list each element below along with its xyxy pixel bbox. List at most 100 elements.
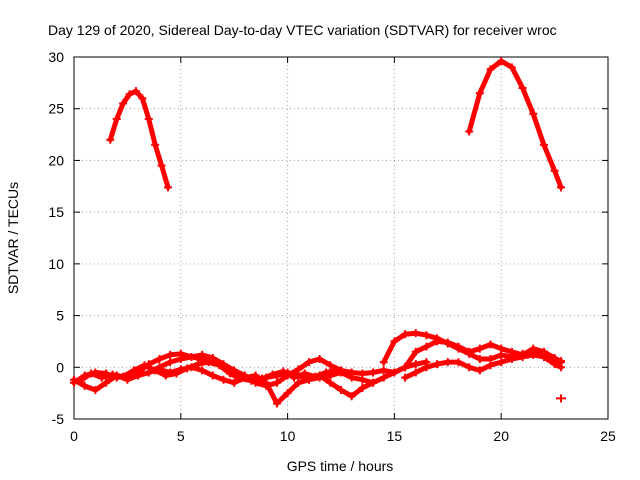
y-tick-label: 25 [48,101,64,117]
y-axis-ticks: -5 0 5 10 15 20 25 30 [48,49,608,427]
data-point [157,161,166,170]
data-point [507,63,516,72]
data-point [518,352,527,361]
data-point [379,366,388,375]
data-point [529,109,538,118]
data-point [454,342,463,351]
data-point [272,399,281,408]
x-axis-ticks: 0 5 10 15 20 25 [70,57,616,444]
data-point [497,358,506,367]
data-point [557,183,566,192]
data-point [283,389,292,398]
data-point [422,363,431,372]
data-point [369,368,378,377]
data-point [411,329,420,338]
data-point [219,375,228,384]
series-arc-evening-high [465,57,566,192]
series-line [402,352,564,381]
data-point [343,369,352,378]
data-point [279,367,288,376]
data-point [315,355,324,364]
data-point [475,344,484,353]
data-point [163,183,172,192]
y-tick-label: 20 [48,152,64,168]
series-track-f [401,350,566,382]
y-tick-label: 5 [56,308,64,324]
data-point [358,375,367,384]
data-point [326,361,335,370]
data-point [550,166,559,175]
data-point [486,361,495,370]
data-point [401,373,410,382]
data-point [108,370,117,379]
data-point [347,392,356,401]
data-point [119,372,128,381]
data-point [225,369,234,378]
data-point [91,386,100,395]
data-point [125,90,134,99]
x-tick-label: 0 [70,428,78,444]
data-point [465,363,474,372]
data-point [539,352,548,361]
data-point [332,366,341,375]
data-point [358,383,367,392]
data-point [176,355,185,364]
x-tick-label: 10 [280,428,296,444]
data-point [76,376,85,385]
data-point [129,366,138,375]
data-point [151,366,160,375]
data-point [208,371,217,380]
data-point [401,363,410,372]
data-point [140,361,149,370]
data-point [475,355,484,364]
data-point [134,371,143,380]
series-arc-morning-high [106,87,172,192]
grid-lines [74,57,608,419]
data-point [230,378,239,387]
data-point [97,373,106,382]
data-point [454,358,463,367]
data-point [443,358,452,367]
series-line [107,88,171,190]
data-point [193,360,202,369]
data-point [268,370,277,379]
data-point [411,360,420,369]
data-point [198,350,207,359]
series-line [466,58,564,190]
data-point [475,366,484,375]
data-point [507,355,516,364]
data-point [198,366,207,375]
data-point [539,140,548,149]
x-tick-label: 25 [600,428,616,444]
data-point [87,369,96,378]
data-point [369,378,378,387]
y-tick-label: 0 [56,359,64,375]
data-point [433,360,442,369]
data-point [166,350,175,359]
data-point [486,65,495,74]
data-point [322,368,331,377]
data-point [557,363,566,372]
data-point [161,371,170,380]
data-point [236,374,245,383]
data-point [347,373,356,382]
data-point [379,358,388,367]
data-point [80,381,89,390]
x-tick-label: 15 [387,428,403,444]
data-point [187,352,196,361]
data-point [131,87,140,96]
data-point [183,364,192,373]
data-point [300,369,309,378]
data-point [290,373,299,382]
data-point [518,84,527,93]
data-point [401,330,410,339]
x-tick-label: 5 [177,428,185,444]
data-point [550,360,559,369]
data-point [304,358,313,367]
data-point [465,127,474,136]
data-point [215,361,224,370]
data-point [507,347,516,356]
data-point [311,372,320,381]
data-point [172,369,181,378]
